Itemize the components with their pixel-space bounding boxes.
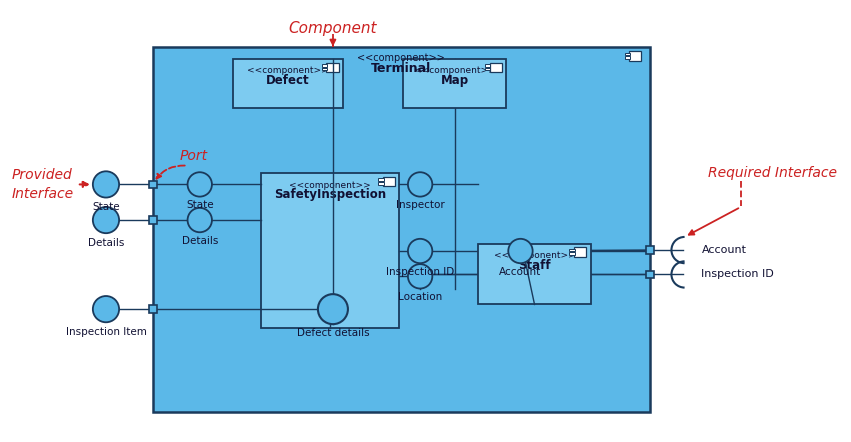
Circle shape [187,208,212,232]
Bar [574,247,586,257]
Text: Required Interface: Required Interface [708,166,837,180]
Circle shape [318,294,348,324]
Bar [646,271,654,278]
Text: <<component>>: <<component>> [494,251,575,260]
Circle shape [408,239,432,263]
Circle shape [187,172,212,197]
Text: Details: Details [88,238,124,248]
Text: Details: Details [181,236,218,246]
Bar [378,178,384,181]
Text: Defect: Defect [266,74,310,87]
Bar [625,57,631,59]
Circle shape [93,296,119,322]
Bar [625,53,631,56]
Text: Inspection ID: Inspection ID [386,267,454,277]
Bar [478,244,591,305]
Text: Provided
Interface: Provided Interface [11,168,73,201]
Text: Inspector: Inspector [396,200,444,210]
Text: Terminal: Terminal [371,61,431,75]
Text: <<component>>: <<component>> [357,53,445,63]
Circle shape [408,172,432,197]
Bar [485,68,490,70]
Bar [383,177,395,186]
Text: SafetyInspection: SafetyInspection [274,188,386,201]
Bar [489,62,502,72]
Bar [485,64,490,67]
Circle shape [93,207,119,233]
Text: Account: Account [701,245,746,255]
Text: State: State [186,200,214,210]
Bar [322,64,328,67]
Circle shape [93,171,119,198]
Bar [149,216,157,224]
Bar [629,51,642,61]
Text: <<component>>: <<component>> [289,181,371,190]
Bar [569,252,575,255]
Text: Port: Port [180,149,208,163]
Text: <<component>>: <<component>> [414,66,495,75]
Bar [149,305,157,313]
Text: Inspection ID: Inspection ID [701,270,774,279]
Bar [569,249,575,251]
Text: Inspection Item: Inspection Item [66,327,146,337]
Bar [326,62,339,72]
Bar [646,246,654,254]
Text: Account: Account [500,267,541,277]
Bar [232,59,343,107]
Text: Staff: Staff [518,259,551,271]
Text: Map: Map [441,74,469,87]
Bar [403,59,506,107]
Text: Component: Component [288,21,377,36]
Bar [260,173,399,328]
Bar [322,68,328,70]
Text: Location: Location [398,292,443,302]
Text: Defect details: Defect details [297,328,369,338]
Circle shape [408,264,432,289]
Bar [378,182,384,185]
Text: State: State [92,202,120,212]
Text: <<component>>: <<component>> [247,66,328,75]
Circle shape [508,239,533,263]
Bar [149,181,157,188]
Bar [153,46,650,412]
